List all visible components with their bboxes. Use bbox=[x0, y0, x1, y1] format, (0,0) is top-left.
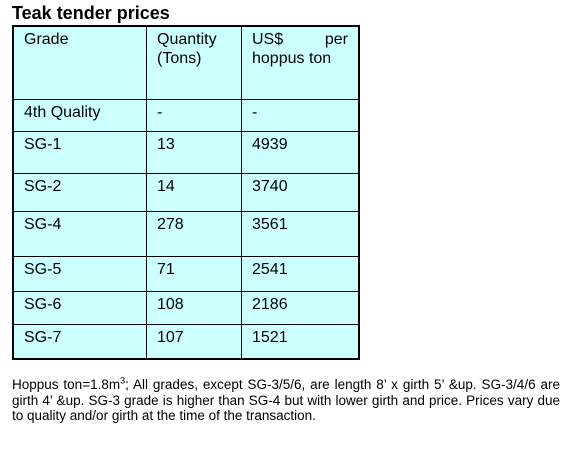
price-table: Grade Quantity (Tons) US$ per hoppus ton 4t… bbox=[12, 25, 360, 360]
header-cell: Grade bbox=[12, 25, 147, 100]
table-cell: 4939 bbox=[241, 130, 360, 174]
table-cell: 108 bbox=[146, 290, 242, 325]
table-cell: SG-1 bbox=[12, 130, 147, 174]
footnote-lead: Hoppus ton=1.8m bbox=[12, 377, 121, 392]
footnote-superscript: 3 bbox=[120, 375, 126, 386]
table-row: SG-4 278 3561 bbox=[12, 210, 360, 257]
title: Teak tender prices bbox=[12, 3, 170, 23]
table-cell: 1521 bbox=[241, 323, 360, 360]
header-cell: US$ per hoppus ton bbox=[241, 25, 360, 100]
table-cell: SG-6 bbox=[12, 290, 147, 325]
footnote: Hoppus ton=1.8m3; All grades, except SG-… bbox=[12, 375, 560, 424]
table-row: 4th Quality - - bbox=[12, 98, 360, 132]
table-row: SG-6 108 2186 bbox=[12, 290, 360, 325]
table-row: SG-5 71 2541 bbox=[12, 255, 360, 292]
table-row: SG-1 13 4939 bbox=[12, 130, 360, 174]
table-cell: SG-4 bbox=[12, 210, 147, 257]
table-cell: SG-7 bbox=[12, 323, 147, 360]
table-cell: 14 bbox=[146, 172, 242, 212]
table-cell: 2541 bbox=[241, 255, 360, 292]
table-cell: 3561 bbox=[241, 210, 360, 257]
table-cell: SG-2 bbox=[12, 172, 147, 212]
header-row: Grade Quantity (Tons) US$ per hoppus ton bbox=[12, 25, 360, 100]
table-row: SG-7 107 1521 bbox=[12, 323, 360, 360]
table-cell: SG-5 bbox=[12, 255, 147, 292]
table-cell: 107 bbox=[146, 323, 242, 360]
table-cell: 2186 bbox=[241, 290, 360, 325]
table-cell: - bbox=[146, 98, 242, 132]
table-cell: 278 bbox=[146, 210, 242, 257]
table-body: Grade Quantity (Tons) US$ per hoppus ton 4t… bbox=[12, 25, 360, 360]
table-cell: 4th Quality bbox=[12, 98, 147, 132]
table-cell: 13 bbox=[146, 130, 242, 174]
table-row: SG-2 14 3740 bbox=[12, 172, 360, 212]
table-cell: 71 bbox=[146, 255, 242, 292]
table-cell: 3740 bbox=[241, 172, 360, 212]
header-cell: Quantity (Tons) bbox=[146, 25, 242, 100]
table-cell: - bbox=[241, 98, 360, 132]
footnote-text: ; All grades, except SG-3/5/6, are lengt… bbox=[12, 377, 560, 423]
